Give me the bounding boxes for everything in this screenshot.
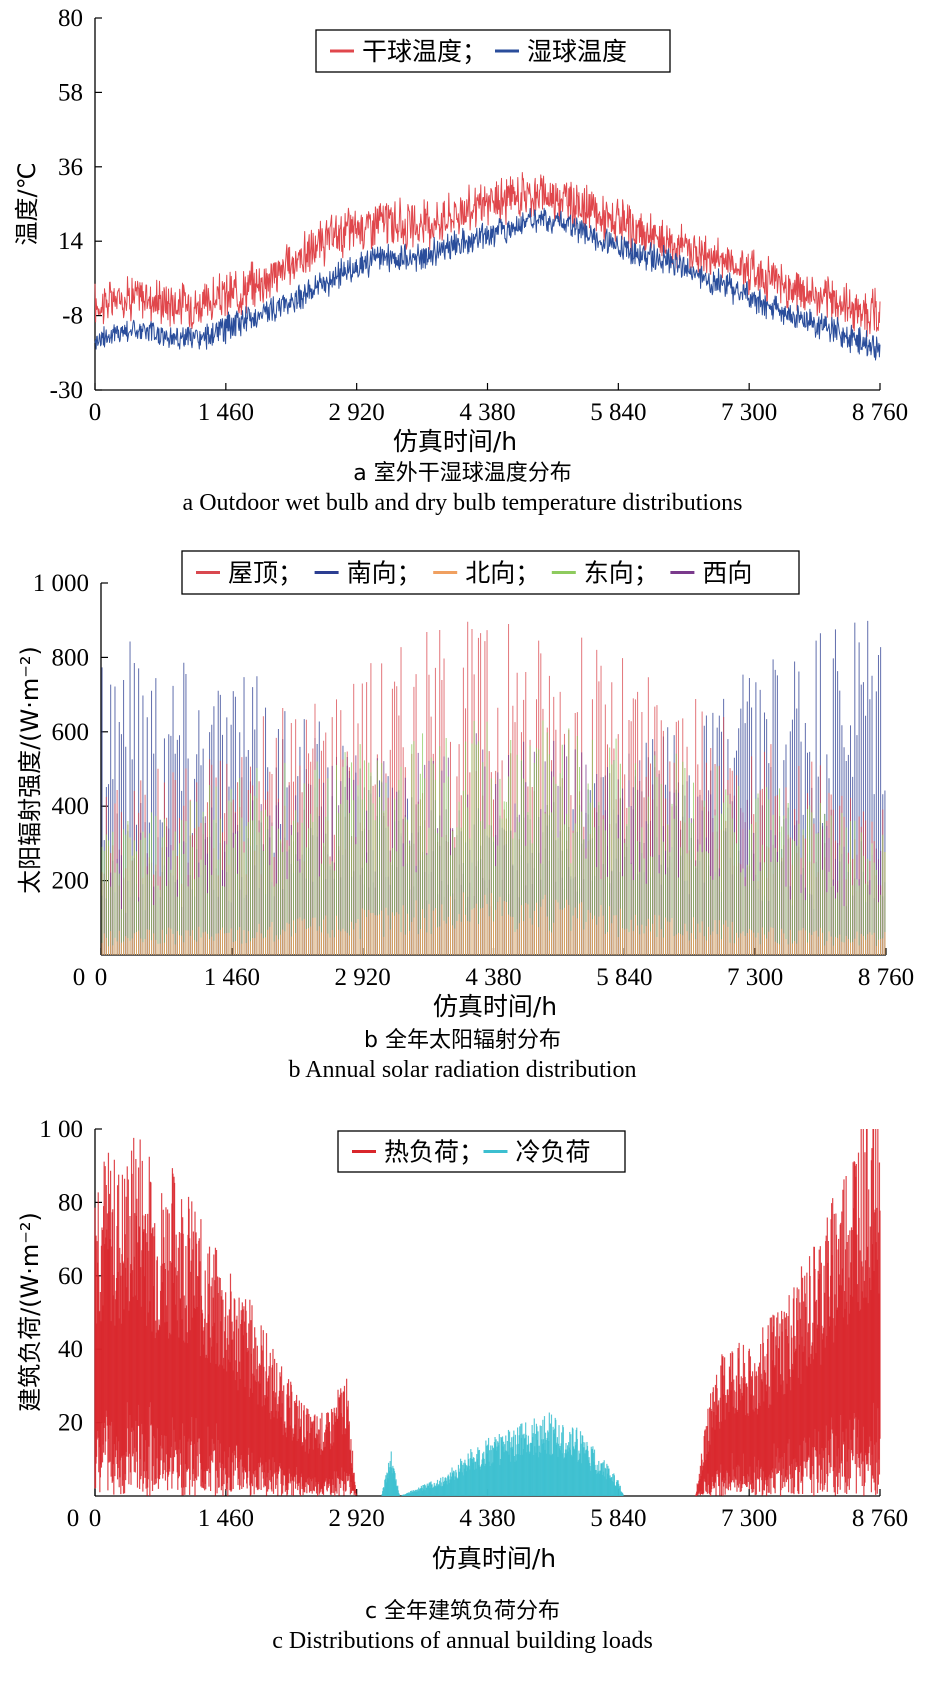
x-tick-label: 1 460 xyxy=(204,964,260,991)
x-tick-label: 1 460 xyxy=(198,1505,254,1532)
x-tick-label: 2 920 xyxy=(335,964,391,991)
chart-c-building-loads: 0 1 460 2 920 4 380 5 840 7 300 8 760 20 40 60 80 1… xyxy=(16,1116,908,1573)
series-heat-load xyxy=(94,1129,881,1496)
y-axis-label: 太阳辐射强度/(W·m⁻²) xyxy=(16,646,44,894)
y-tick-label: 36 xyxy=(58,154,83,181)
x-tick-label: 2 920 xyxy=(329,1505,385,1532)
y-tick-label: -8 xyxy=(62,303,83,330)
legend: 热负荷； 冷负荷 xyxy=(337,1130,626,1173)
x-tick-label: 7 300 xyxy=(727,964,783,991)
origin-label: 0 xyxy=(67,1505,80,1532)
x-tick-label: 7 300 xyxy=(721,1505,777,1532)
x-tick-label: 1 460 xyxy=(198,399,254,426)
caption-c-cn: c 全年建筑负荷分布 xyxy=(364,1599,561,1624)
caption-a-cn: a 室外干湿球温度分布 xyxy=(353,461,572,486)
chart-b-solar-radiation: 0 1 460 2 920 4 380 5 840 7 300 8 760 200 400 600… xyxy=(16,550,914,1021)
y-tick-label: -30 xyxy=(50,377,83,404)
legend-label: 北向； xyxy=(465,559,540,588)
x-tick-label: 8 760 xyxy=(852,1505,908,1532)
y-tick-label: 600 xyxy=(52,719,90,746)
legend-label: 西向 xyxy=(702,559,752,588)
x-tick-label: 4 380 xyxy=(459,399,515,426)
y-tick-label: 200 xyxy=(52,868,90,895)
x-tick-label: 4 380 xyxy=(459,1505,515,1532)
series-bars-east xyxy=(101,720,886,955)
series-bars-north xyxy=(101,892,886,955)
y-tick-label: 400 xyxy=(52,793,90,820)
y-tick-label: 800 xyxy=(52,644,90,671)
caption-c-en: c Distributions of annual building loads xyxy=(272,1628,653,1654)
y-axis-label: 温度/℃ xyxy=(13,162,41,245)
legend-label: 屋顶； xyxy=(228,559,303,588)
legend-box xyxy=(181,550,800,595)
legend-box xyxy=(315,29,671,73)
y-tick-label: 80 xyxy=(58,1189,83,1216)
y-tick-label: 60 xyxy=(58,1263,83,1290)
y-tick-label: 40 xyxy=(58,1336,83,1363)
x-axis-label: 仿真时间/h xyxy=(433,992,557,1021)
x-tick-label: 5 840 xyxy=(590,1505,646,1532)
x-tick-label: 4 380 xyxy=(465,964,521,991)
y-tick-label: 58 xyxy=(58,79,83,106)
x-tick-label: 5 840 xyxy=(596,964,652,991)
legend-label: 湿球温度 xyxy=(527,37,627,66)
origin-label: 0 xyxy=(73,964,86,991)
x-tick-label: 0 xyxy=(89,1505,102,1532)
y-tick-label: 20 xyxy=(58,1410,83,1437)
series-cool-load xyxy=(381,1412,624,1496)
caption-b-cn: b 全年太阳辐射分布 xyxy=(364,1028,561,1053)
y-tick-label: 1 000 xyxy=(33,570,89,597)
legend-label: 南向； xyxy=(347,559,422,588)
legend-box xyxy=(337,1130,626,1173)
x-tick-label: 8 760 xyxy=(852,399,908,426)
y-tick-label: 80 xyxy=(58,5,83,32)
legend-label: 冷负荷 xyxy=(516,1138,591,1167)
y-tick-label: 14 xyxy=(58,228,84,255)
y-axis-label: 建筑负荷/(W·m⁻²) xyxy=(16,1212,44,1412)
series-line-dry-bulb xyxy=(94,172,881,337)
legend: 屋顶； 南向； 北向； 东向； 西向 xyxy=(181,550,800,595)
legend-label: 东向； xyxy=(584,559,659,588)
legend: 干球温度； 湿球温度 xyxy=(315,29,671,73)
legend-label: 热负荷； xyxy=(384,1138,484,1167)
caption-b-en: b Annual solar radiation distribution xyxy=(288,1057,637,1083)
x-tick-label: 8 760 xyxy=(858,964,914,991)
x-tick-label: 2 920 xyxy=(329,399,385,426)
x-tick-label: 7 300 xyxy=(721,399,777,426)
caption-a-en: a Outdoor wet bulb and dry bulb temperat… xyxy=(182,490,743,516)
legend-label: 干球温度； xyxy=(362,37,487,66)
chart-a-temperature: 0 1 460 2 920 4 380 5 840 7 300 8 760 -30 -8 14 36… xyxy=(13,5,908,456)
x-tick-label: 5 840 xyxy=(590,399,646,426)
x-axis-label: 仿真时间/h xyxy=(393,427,517,456)
y-tick-label: 1 00 xyxy=(39,1116,83,1143)
x-axis-label: 仿真时间/h xyxy=(432,1544,556,1573)
series-line-wet-bulb xyxy=(94,207,881,361)
x-tick-label: 0 xyxy=(89,399,102,426)
x-tick-label: 0 xyxy=(95,964,108,991)
